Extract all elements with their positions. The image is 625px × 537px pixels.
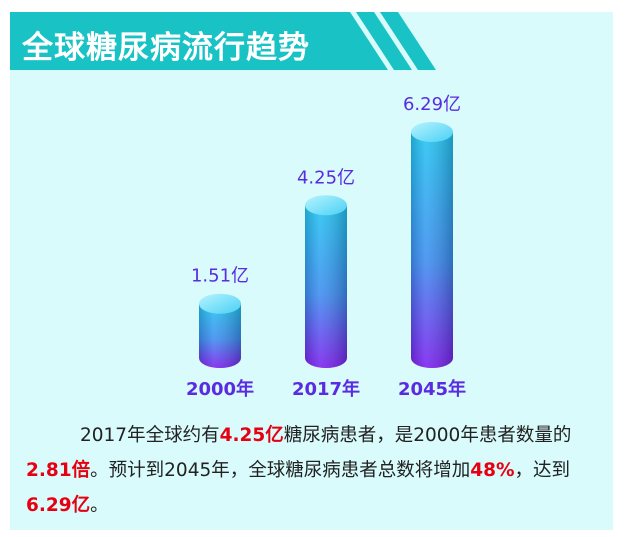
category-label-1: 2000年 <box>186 378 254 400</box>
desc-text-1: 2017年全球约有 <box>80 425 220 446</box>
category-label-3: 2045年 <box>398 378 466 400</box>
bar-1-cap <box>199 293 241 314</box>
desc-text-5: 。 <box>90 495 109 516</box>
value-label-2: 4.25亿 <box>297 167 355 188</box>
desc-highlight-percent: 48% <box>470 460 515 481</box>
banner-stripe-2 <box>380 12 436 70</box>
value-label-1: 1.51亿 <box>191 266 249 287</box>
desc-text-3: 。预计到2045年，全球糖尿病患者总数将增加 <box>90 460 471 481</box>
desc-highlight-2045-count: 6.29亿 <box>26 495 91 516</box>
value-label-3: 6.29亿 <box>403 94 461 115</box>
chart-title: 全球糖尿病流行趋势 <box>22 30 310 66</box>
bar-2-cap <box>305 195 347 216</box>
chart-description: 2017年全球约有4.25亿糖尿病患者，是2000年患者数量的 2.81倍。预计到… <box>26 418 594 523</box>
bar-2-shading <box>305 205 347 368</box>
banner-stripe-1 <box>356 12 412 70</box>
bar-3-cap <box>411 122 453 142</box>
desc-highlight-ratio: 2.81倍 <box>26 460 91 481</box>
desc-text-4: ，达到 <box>514 460 571 481</box>
desc-text-2: 糖尿病患者，是2000年患者数量的 <box>283 425 572 446</box>
category-label-2: 2017年 <box>292 378 360 400</box>
desc-highlight-2017-count: 4.25亿 <box>219 425 284 446</box>
bar-1-shading <box>199 303 241 368</box>
title-banner <box>10 12 388 70</box>
bar-3-shading <box>411 132 453 368</box>
